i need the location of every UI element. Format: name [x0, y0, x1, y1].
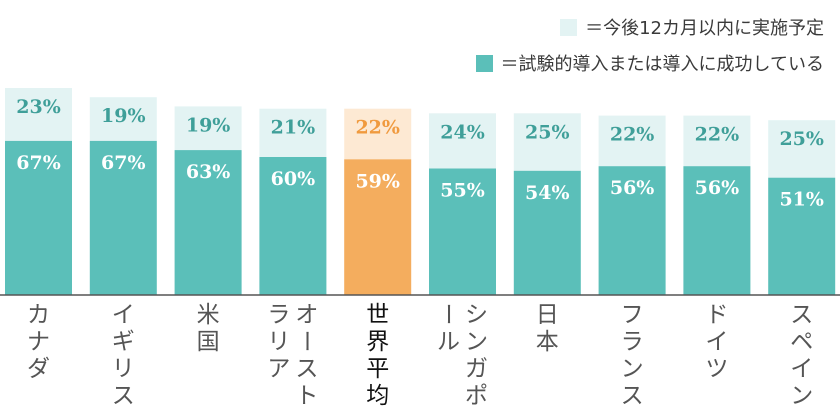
- svg-text:ド: ド: [705, 302, 728, 328]
- data-label-planned-4: 22%: [355, 117, 400, 139]
- svg-text:界: 界: [366, 329, 389, 355]
- svg-text:日: 日: [536, 302, 559, 328]
- bar-current-0: [5, 140, 72, 295]
- svg-text:ア: ア: [267, 356, 290, 382]
- x-tick-label-0: カナダ: [27, 302, 50, 382]
- data-label-current-8: 56%: [695, 177, 740, 199]
- svg-text:ス: ス: [790, 302, 813, 328]
- bar-planned-5: [429, 113, 496, 169]
- svg-text:オ: オ: [295, 302, 318, 328]
- bar-planned-8: [683, 115, 751, 167]
- svg-text:ス: ス: [295, 356, 318, 382]
- bar-current-5: [429, 168, 496, 295]
- svg-text:フ: フ: [621, 302, 644, 328]
- data-label-planned-0: 23%: [16, 96, 61, 118]
- data-label-current-9: 51%: [779, 189, 824, 211]
- svg-text:均: 均: [366, 383, 389, 409]
- legend-label-current: ＝試験的導入または導入に成功している: [500, 54, 824, 75]
- legend-swatch-current: [475, 54, 493, 72]
- data-label-current-1: 67%: [101, 152, 146, 174]
- data-label-current-0: 67%: [16, 152, 61, 174]
- bar-planned-3: [259, 108, 327, 157]
- svg-text:国: 国: [197, 329, 220, 355]
- svg-text:ツ: ツ: [705, 356, 728, 382]
- data-label-planned-6: 25%: [525, 121, 570, 143]
- svg-text:ー: ー: [435, 303, 461, 326]
- svg-text:世: 世: [366, 302, 389, 328]
- svg-text:ス: ス: [112, 383, 135, 409]
- svg-text:ン: ン: [790, 383, 813, 409]
- bar-current-6: [513, 170, 581, 295]
- bar-current-8: [683, 166, 751, 295]
- svg-text:イ: イ: [790, 356, 813, 382]
- bar-current-4: [344, 159, 412, 295]
- bar-planned-2: [174, 106, 242, 151]
- bar-current-7: [598, 166, 666, 295]
- svg-text:ル: ル: [437, 329, 460, 355]
- bar-planned-9: [768, 120, 836, 178]
- data-label-planned-2: 19%: [186, 114, 231, 136]
- svg-text:ギ: ギ: [112, 329, 135, 355]
- data-label-planned-7: 22%: [610, 124, 655, 146]
- svg-text:ラ: ラ: [621, 329, 644, 355]
- data-label-planned-3: 21%: [271, 117, 316, 139]
- bar-planned-0: [5, 88, 72, 141]
- svg-text:ス: ス: [621, 383, 644, 409]
- legend-swatch-planned: [560, 18, 578, 36]
- data-label-current-4: 59%: [355, 170, 400, 192]
- svg-text:ラ: ラ: [267, 302, 290, 328]
- data-label-planned-8: 22%: [695, 124, 740, 146]
- x-tick-label-8: ドイツ: [705, 302, 728, 382]
- bar-current-3: [259, 157, 327, 295]
- data-label-current-7: 56%: [610, 177, 655, 199]
- data-label-planned-5: 24%: [440, 121, 485, 143]
- svg-text:ト: ト: [295, 383, 318, 409]
- data-label-current-5: 55%: [440, 180, 485, 202]
- svg-text:シ: シ: [465, 302, 488, 328]
- svg-text:ー: ー: [293, 330, 319, 353]
- svg-text:イ: イ: [112, 302, 135, 328]
- x-tick-label-6: 日本: [536, 302, 559, 355]
- svg-text:本: 本: [536, 329, 559, 355]
- legend-item-current: ＝試験的導入または導入に成功している: [475, 50, 824, 76]
- svg-text:ガ: ガ: [465, 356, 488, 382]
- legend-label-planned: ＝今後12カ月以内に実施予定: [585, 18, 824, 39]
- svg-text:米: 米: [197, 302, 220, 328]
- bar-planned-1: [89, 97, 157, 141]
- svg-text:リ: リ: [112, 356, 135, 382]
- bar-planned-6: [513, 113, 581, 171]
- legend-item-planned: ＝今後12カ月以内に実施予定: [560, 14, 824, 40]
- svg-text:リ: リ: [267, 329, 290, 355]
- data-label-current-2: 63%: [186, 161, 231, 183]
- bar-current-1: [89, 140, 157, 295]
- data-label-current-3: 60%: [271, 168, 316, 190]
- x-tick-label-2: 米国: [197, 302, 220, 355]
- bar-planned-4: [344, 108, 412, 160]
- svg-text:ン: ン: [621, 356, 644, 382]
- bar-planned-7: [598, 115, 666, 167]
- svg-text:ペ: ペ: [790, 329, 813, 355]
- data-label-planned-9: 25%: [779, 128, 824, 150]
- svg-text:ポ: ポ: [465, 383, 488, 409]
- svg-text:ン: ン: [465, 329, 488, 355]
- svg-text:ナ: ナ: [27, 329, 50, 355]
- data-label-current-6: 54%: [525, 182, 570, 204]
- svg-text:イ: イ: [705, 329, 728, 355]
- svg-text:カ: カ: [27, 302, 50, 328]
- bar-current-9: [768, 177, 836, 295]
- svg-text:平: 平: [366, 356, 389, 382]
- bar-current-2: [174, 150, 242, 295]
- data-label-planned-1: 19%: [101, 105, 146, 127]
- svg-text:ダ: ダ: [27, 356, 50, 382]
